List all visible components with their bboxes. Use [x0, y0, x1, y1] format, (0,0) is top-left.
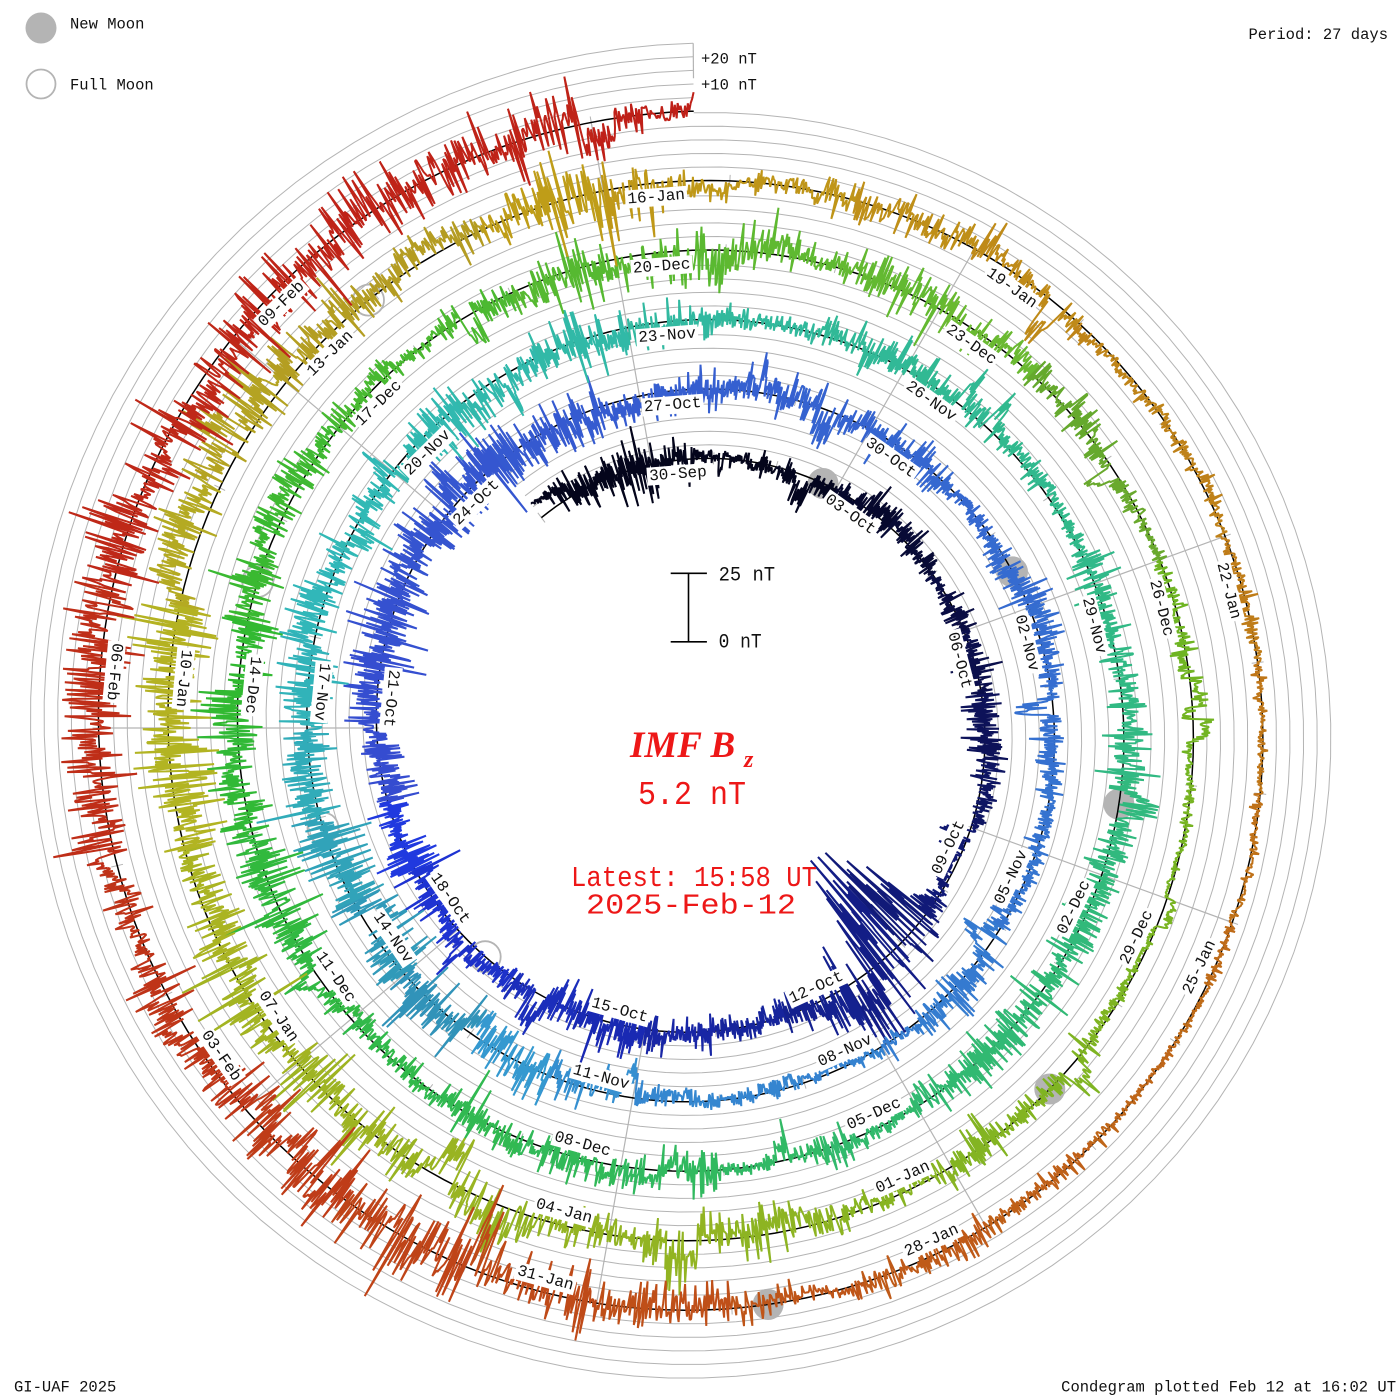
- svg-text:17-Nov: 17-Nov: [310, 662, 333, 721]
- svg-text:+20 nT: +20 nT: [701, 51, 757, 69]
- svg-text:5.2 nT: 5.2 nT: [638, 777, 746, 814]
- svg-text:2025-Feb-12: 2025-Feb-12: [586, 890, 796, 923]
- svg-text:Condegram plotted Feb 12 at 16: Condegram plotted Feb 12 at 16:02 UT: [1061, 1379, 1396, 1397]
- svg-text:IMF B: IMF B: [629, 725, 735, 766]
- svg-text:27-Oct: 27-Oct: [643, 394, 702, 416]
- svg-text:21-Oct: 21-Oct: [379, 669, 402, 728]
- svg-text:New Moon: New Moon: [70, 16, 144, 34]
- svg-text:20-Dec: 20-Dec: [632, 255, 691, 277]
- svg-text:30-Sep: 30-Sep: [649, 463, 708, 485]
- svg-text:+10 nT: +10 nT: [701, 76, 757, 94]
- svg-text:Latest: 15:58 UT: Latest: 15:58 UT: [571, 862, 817, 895]
- svg-text:0 nT: 0 nT: [719, 632, 762, 655]
- svg-text:Full Moon: Full Moon: [70, 77, 154, 95]
- svg-text:06-Feb: 06-Feb: [102, 642, 125, 701]
- svg-text:10-Jan: 10-Jan: [172, 649, 195, 708]
- svg-text:16-Jan: 16-Jan: [627, 186, 686, 208]
- svg-text:23-Nov: 23-Nov: [638, 325, 697, 347]
- svg-text:z: z: [743, 747, 754, 773]
- svg-text:25 nT: 25 nT: [719, 565, 776, 588]
- svg-text:14-Dec: 14-Dec: [241, 656, 264, 715]
- svg-text:GI-UAF 2025: GI-UAF 2025: [14, 1379, 116, 1397]
- svg-text:Period: 27 days: Period: 27 days: [1248, 26, 1388, 44]
